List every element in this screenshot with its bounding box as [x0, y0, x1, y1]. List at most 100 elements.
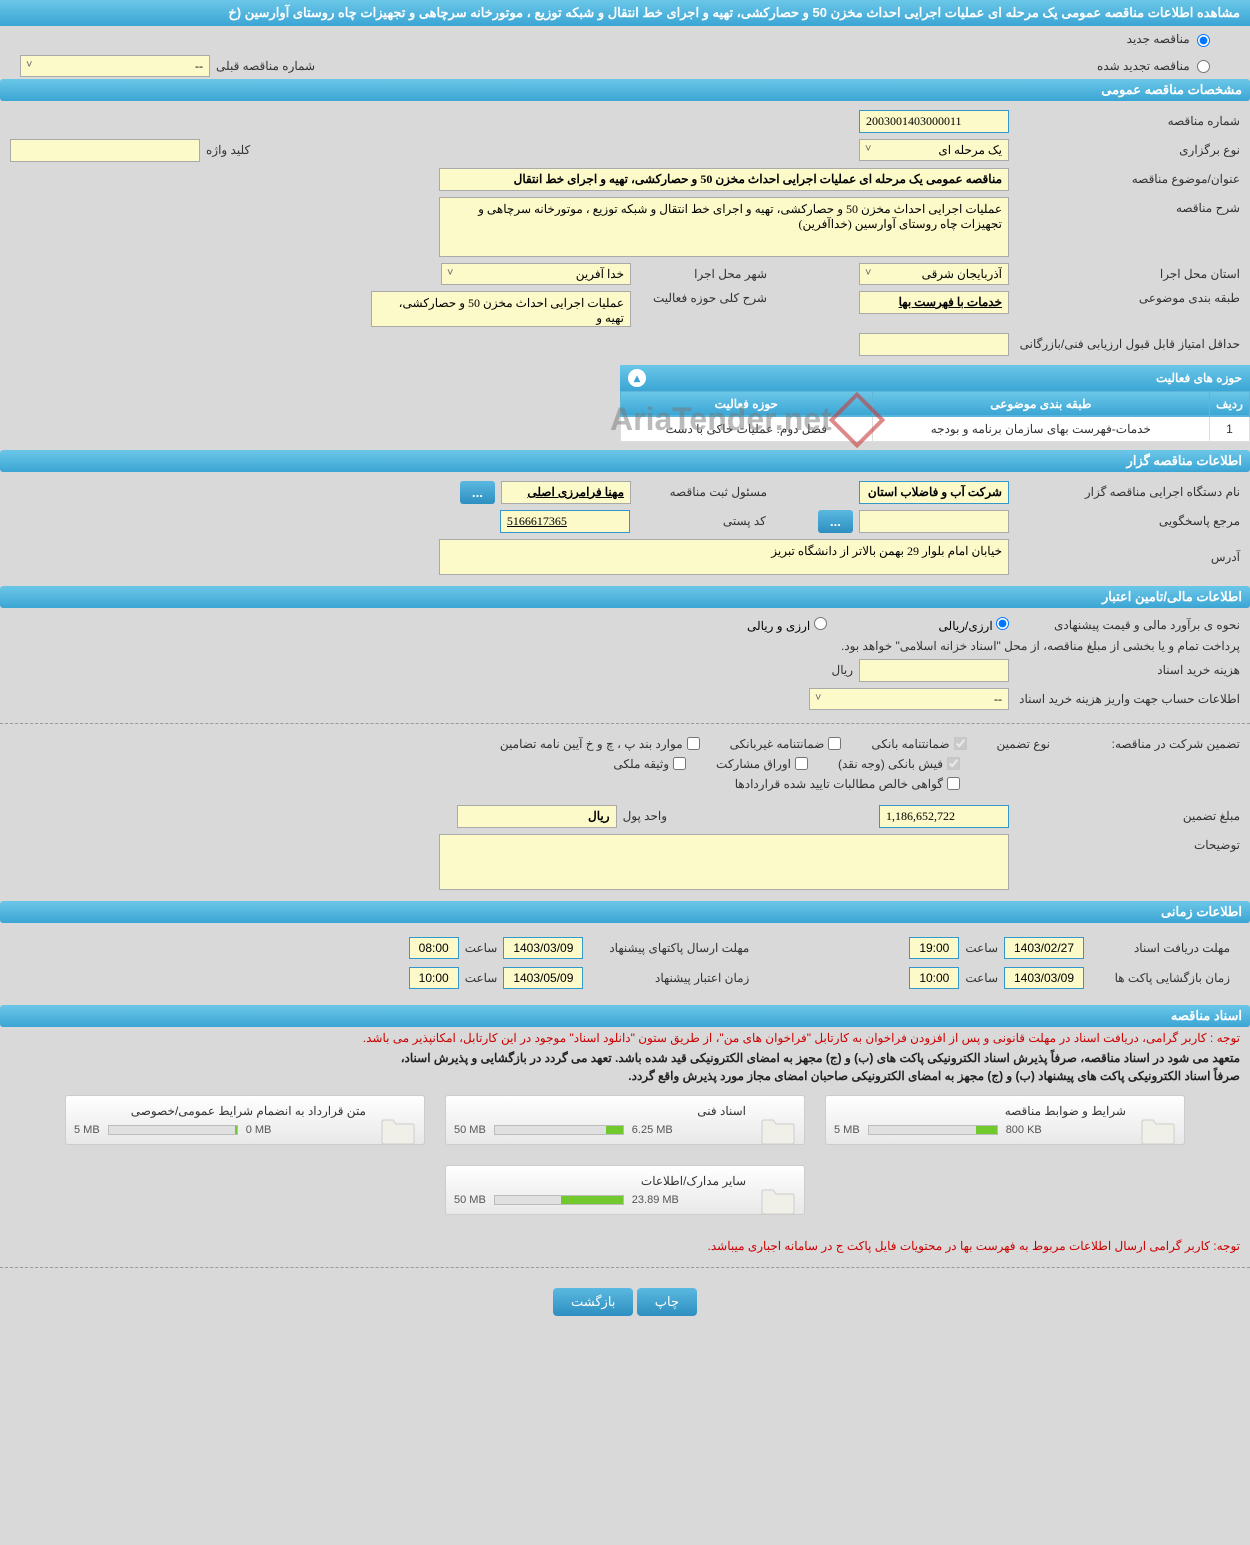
postal-field[interactable]	[500, 510, 630, 533]
g-property-label: وثیقه ملکی	[613, 757, 669, 771]
keyword-field[interactable]	[10, 139, 200, 162]
g-contracts-input[interactable]	[947, 777, 960, 790]
page-container: مشاهده اطلاعات مناقصه عمومی یک مرحله ای …	[0, 0, 1250, 1356]
phone-browse-button[interactable]: ...	[818, 510, 853, 533]
g-property-check[interactable]: وثیقه ملکی	[613, 757, 686, 771]
doc-card-technical[interactable]: اسناد فنی 50 MB 6.25 MB	[445, 1095, 805, 1145]
doc2-total: 50 MB	[454, 1124, 486, 1136]
t-validity-time: 10:00	[409, 967, 459, 989]
tender-number-field[interactable]	[859, 110, 1009, 133]
act-col-row: ردیف	[1210, 391, 1250, 416]
g-shares-check[interactable]: اوراق مشارکت	[716, 757, 808, 771]
t-send-time: 08:00	[409, 937, 459, 959]
tender-type-radio-group: مناقصه جدید	[0, 26, 1250, 52]
general-section: شماره مناقصه نوع برگزاری یک مرحله ای کلی…	[0, 107, 1250, 442]
city-select[interactable]: خدا آفرین	[441, 263, 631, 285]
doc4-used: 23.89 MB	[632, 1194, 679, 1206]
account-info-select[interactable]: --	[809, 688, 1009, 710]
subject-field[interactable]	[439, 168, 1009, 191]
note-envelope-a: متعهد می شود در اسناد مناقصه، صرفاً پذیر…	[0, 1049, 1250, 1067]
guarantee-type-label: نوع تضمین	[997, 737, 1050, 751]
t-receive-date: 1403/02/27	[1004, 937, 1084, 959]
doc3-total: 5 MB	[74, 1124, 100, 1136]
g-bank-check[interactable]: ضمانتنامه بانکی	[871, 737, 966, 751]
g-shares-input[interactable]	[795, 757, 808, 770]
radio-renewed-input[interactable]	[1197, 60, 1210, 73]
notes-field[interactable]	[439, 834, 1009, 890]
desc-textarea[interactable]: عملیات اجرایی احداث مخزن 50 و حصارکشی، ت…	[439, 197, 1009, 257]
g-cash-check[interactable]: فیش بانکی (وجه نقد)	[838, 757, 960, 771]
note-packet-c: توجه: کاربر گرامی ارسال اطلاعات مربوط به…	[0, 1235, 1250, 1257]
unit-field[interactable]	[457, 805, 617, 828]
doc4-bar-fill	[561, 1196, 622, 1204]
back-button[interactable]: بازگشت	[553, 1288, 633, 1316]
g-contracts-check[interactable]: گواهی خالص مطالبات تایید شده قراردادها	[735, 777, 960, 791]
doc-card-other[interactable]: سایر مدارک/اطلاعات 50 MB 23.89 MB	[445, 1165, 805, 1215]
doc3-bar	[108, 1125, 238, 1135]
g-bond-check[interactable]: موارد بند پ ، چ و خ آیین نامه تضامین	[500, 737, 700, 751]
note-envelope-b: صرفاً اسناد الکترونیکی پاکت های پیشنهاد …	[0, 1067, 1250, 1085]
radio-renewed-wrap: مناقصه تجدید شده	[1057, 53, 1250, 79]
doc-card-conditions[interactable]: شرایط و ضوابط مناقصه 5 MB 800 KB	[825, 1095, 1185, 1145]
registrar-label: مسئول ثبت مناقصه	[637, 485, 767, 499]
guarantee-amount-field[interactable]	[879, 805, 1009, 828]
prev-number-label: شماره مناقصه قبلی	[216, 59, 315, 73]
g-bond-input[interactable]	[687, 737, 700, 750]
doc4-bar	[494, 1195, 624, 1205]
doc1-bar	[868, 1125, 998, 1135]
prev-number-select[interactable]: --	[20, 55, 210, 77]
doc-card-contract[interactable]: متن قرارداد به انضمام شرایط عمومی/خصوصی …	[65, 1095, 425, 1145]
pricing-opt2[interactable]: ارزی و ریالی	[747, 617, 827, 633]
province-label: استان محل اجرا	[1015, 267, 1240, 281]
folder-icon	[760, 1186, 796, 1219]
registrar-field[interactable]	[501, 481, 631, 504]
client-name-field[interactable]	[859, 481, 1009, 504]
t-send-label: مهلت ارسال پاکتهای پیشنهاد	[589, 941, 749, 955]
category-field[interactable]	[859, 291, 1009, 314]
g-nonbank-check[interactable]: ضمانتنامه غیربانکی	[730, 737, 842, 751]
notes-label: توضیحات	[1015, 834, 1240, 852]
folder-icon	[1140, 1116, 1176, 1149]
doc2-bar-fill	[606, 1126, 623, 1134]
holding-type-select[interactable]: یک مرحله ای	[859, 139, 1009, 161]
g-property-input[interactable]	[673, 757, 686, 770]
activity-desc-field[interactable]: عملیات اجرایی احداث مخزن 50 و حصارکشی، ت…	[371, 291, 631, 327]
currency-label: ریال	[831, 663, 853, 677]
g-bank-label: ضمانتنامه بانکی	[871, 737, 949, 751]
phone-label: مرجع پاسخگویی	[1015, 514, 1240, 528]
collapse-icon[interactable]: ▴	[628, 369, 646, 387]
radio-new-tender[interactable]: مناقصه جدید	[1127, 32, 1210, 46]
doc-fee-field[interactable]	[859, 659, 1009, 682]
min-score-label: حداقل امتیاز قابل قبول ارزیابی فنی/بازرگ…	[1015, 337, 1240, 351]
divider	[0, 723, 1250, 724]
pricing-opt1[interactable]: ارزی/ریالی	[939, 617, 1009, 633]
address-field[interactable]: خیابان امام بلوار 29 بهمن بالاتر از دانش…	[439, 539, 1009, 575]
doc2-bar	[494, 1125, 624, 1135]
min-score-field[interactable]	[859, 333, 1009, 356]
g-cash-label: فیش بانکی (وجه نقد)	[838, 757, 943, 771]
section-client-header: اطلاعات مناقصه گزار	[0, 450, 1250, 472]
doc1-used: 800 KB	[1006, 1124, 1042, 1136]
registrar-browse-button[interactable]: ...	[460, 481, 495, 504]
g-contracts-label: گواهی خالص مطالبات تایید شده قراردادها	[735, 777, 943, 791]
province-select[interactable]: آذربایجان شرقی	[859, 263, 1009, 285]
radio-new-label: مناقصه جدید	[1127, 32, 1190, 46]
print-button[interactable]: چاپ	[637, 1288, 697, 1316]
treasury-note: پرداخت تمام و یا بخشی از مبلغ مناقصه، از…	[10, 639, 1240, 653]
financial-section: نحوه ی برآورد مالی و قیمت پیشنهادی ارزی/…	[0, 614, 1250, 893]
client-section: نام دستگاه اجرایی مناقصه گزار مسئول ثبت …	[0, 478, 1250, 578]
t-receive-label: مهلت دریافت اسناد	[1090, 941, 1230, 955]
g-bank-input[interactable]	[954, 737, 967, 750]
radio-new-input[interactable]	[1197, 34, 1210, 47]
pricing-radio1[interactable]	[996, 617, 1009, 630]
act-cell-cat: خدمات-فهرست بهای سازمان برنامه و بودجه	[872, 416, 1209, 441]
radio-renewed-label: مناقصه تجدید شده	[1097, 59, 1190, 73]
pricing-radio2[interactable]	[814, 617, 827, 630]
phone-field[interactable]	[859, 510, 1009, 533]
g-cash-input[interactable]	[947, 757, 960, 770]
section-time-header: اطلاعات زمانی	[0, 901, 1250, 923]
t-receive-time-label: ساعت	[965, 941, 998, 955]
radio-renewed-tender[interactable]: مناقصه تجدید شده	[1097, 59, 1210, 73]
g-nonbank-input[interactable]	[828, 737, 841, 750]
doc4-title: سایر مدارک/اطلاعات	[454, 1174, 746, 1188]
